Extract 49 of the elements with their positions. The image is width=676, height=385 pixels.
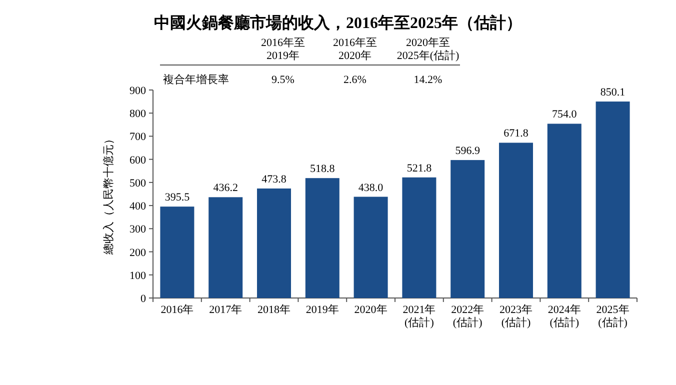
data-label: 436.2: [213, 182, 238, 194]
data-label: 395.5: [164, 192, 190, 204]
x-tick-label: 2024年 (估計): [548, 304, 581, 330]
data-label: 671.8: [504, 128, 529, 140]
y-tick-label: 600: [130, 154, 146, 166]
text: 9.5%: [272, 74, 294, 86]
x-tick-label: 2025年 (估計): [596, 304, 630, 330]
x-tick-label: 2017年: [209, 304, 242, 316]
bar: [499, 142, 533, 298]
bar: [547, 124, 582, 298]
y-tick-label: 200: [130, 246, 146, 259]
data-label: 438.0: [358, 182, 384, 194]
bar: [257, 188, 291, 298]
text: 2016年至 2019年: [261, 37, 305, 62]
y-tick-label: 500: [130, 177, 146, 190]
x-tick-label: 2018年: [258, 304, 290, 316]
x-tick-label: 2019年: [306, 304, 339, 316]
data-label: 521.8: [406, 162, 432, 174]
y-tick-label: 400: [130, 200, 146, 213]
y-axis-title: 總收入（人民幣十億元）: [102, 134, 115, 256]
text: 複合年增長率: [163, 73, 229, 86]
text: 2.6%: [344, 74, 366, 86]
bar: [354, 196, 388, 298]
bar: [596, 102, 630, 298]
x-tick-label: 2022年 (估計): [451, 304, 484, 330]
data-label: 596.9: [455, 145, 480, 158]
bar: [160, 206, 194, 298]
y-tick-label: 800: [130, 108, 146, 120]
data-label: 473.8: [262, 174, 287, 186]
y-tick-label: 300: [130, 224, 146, 236]
data-label: 518.8: [310, 163, 336, 176]
bar: [450, 160, 485, 298]
bar: [305, 178, 340, 298]
y-tick-label: 900: [130, 85, 146, 97]
x-tick-label: 2020年: [354, 304, 388, 316]
y-tick-label: 700: [130, 131, 146, 144]
data-label: 850.1: [600, 86, 626, 99]
text: 2016年至 2020年: [333, 37, 377, 62]
x-tick-label: 2021年 (估計): [402, 304, 436, 330]
chart-title: 中國火鍋餐廳市場的收入，2016年至2025年（估計）: [154, 14, 522, 32]
bar: [402, 177, 436, 298]
text: 2020年至 2025年(估計): [396, 37, 460, 62]
bar: [208, 197, 243, 298]
x-tick-label: 2016年: [160, 304, 194, 316]
x-tick-label: 2023年 (估計): [500, 304, 532, 330]
y-tick-label: 0: [140, 293, 146, 305]
text: 14.2%: [414, 74, 442, 86]
data-label: 754.0: [552, 108, 578, 121]
y-tick-label: 100: [130, 270, 146, 282]
